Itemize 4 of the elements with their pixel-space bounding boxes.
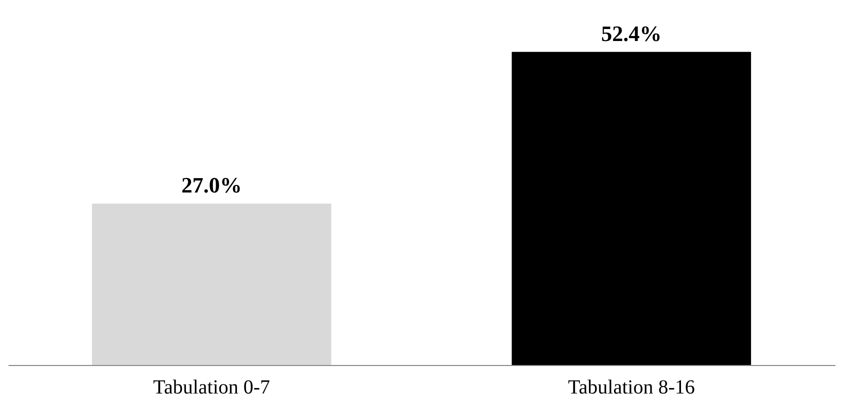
data-label: 52.4% [601,20,662,46]
data-label: 27.0% [181,172,242,198]
x-tick-label: Tabulation 0-7 [153,376,270,398]
x-tick-label: Tabulation 8-16 [568,376,695,398]
